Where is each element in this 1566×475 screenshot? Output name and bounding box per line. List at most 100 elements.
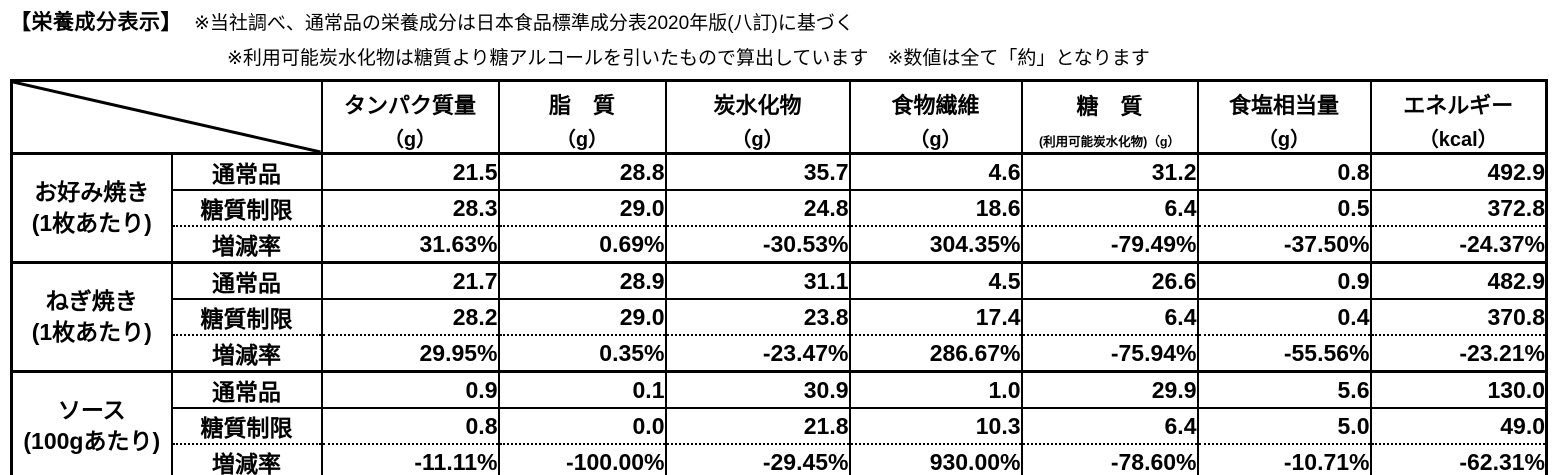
value-cell: 0.0 — [497, 407, 667, 445]
table-row: 糖質制限 28.3 29.0 24.8 18.6 6.4 0.5 372.8 — [12, 189, 1548, 227]
value-cell: 0.4 — [1196, 298, 1372, 336]
row-type-label: 通常品 — [170, 261, 323, 300]
group-name: お好み焼き — [34, 178, 150, 205]
value-cell: 29.0 — [497, 189, 667, 227]
value-cell: 17.4 — [848, 298, 1023, 336]
value-cell: 304.35% — [848, 225, 1023, 264]
value-cell: 4.5 — [848, 261, 1023, 300]
value-cell: 21.5 — [320, 152, 500, 191]
value-cell: 31.63% — [320, 225, 500, 264]
column-label: 脂 質 — [548, 93, 615, 118]
column-header-fat: 脂 質 （g） — [497, 79, 667, 155]
table-header-row: タンパク質量 （g） 脂 質 （g） 炭水化物 （g） 食物繊維 （g） 糖 質… — [10, 79, 1548, 155]
value-cell: 24.8 — [664, 189, 851, 227]
value-cell: 29.95% — [320, 334, 500, 373]
value-cell: 28.8 — [497, 152, 667, 191]
row-type-label: 増減率 — [170, 443, 323, 475]
column-unit: （g） — [909, 129, 962, 151]
group-name: ソース — [57, 396, 126, 423]
value-cell: -79.49% — [1020, 225, 1199, 264]
group-name-sub: (100gあたり) — [23, 428, 161, 454]
value-cell: 0.69% — [497, 225, 667, 264]
value-cell: 6.4 — [1020, 189, 1199, 227]
value-cell: 6.4 — [1020, 407, 1199, 445]
value-cell: -10.71% — [1196, 443, 1372, 475]
value-cell: -100.00% — [497, 443, 667, 475]
column-header-fiber: 食物繊維 （g） — [848, 79, 1023, 155]
value-cell: 130.0 — [1369, 370, 1548, 409]
table-row: ねぎ焼き (1枚あたり) 通常品 21.7 28.9 31.1 4.5 26.6… — [10, 261, 1548, 373]
value-cell: -78.60% — [1020, 443, 1199, 475]
column-label: 炭水化物 — [713, 93, 802, 118]
value-cell: 29.9 — [1020, 370, 1199, 409]
table-row: 増減率 29.95% 0.35% -23.47% 286.67% -75.94%… — [12, 334, 1548, 373]
group-label-sauce: ソース (100gあたり) — [10, 370, 173, 475]
value-cell: -37.50% — [1196, 225, 1372, 264]
value-cell: 28.2 — [320, 298, 500, 336]
header-line-1: 【栄養成分表示】 ※当社調べ、通常品の栄養成分は日本食品標準成分表2020年版(… — [10, 6, 1566, 36]
row-type-label: 糖質制限 — [170, 407, 323, 445]
value-cell: -24.37% — [1369, 225, 1548, 264]
diagonal-line — [13, 82, 321, 152]
corner-cell — [10, 79, 323, 155]
value-cell: 26.6 — [1020, 261, 1199, 300]
column-header-energy: エネルギー （kcal） — [1369, 79, 1548, 155]
value-cell: -62.31% — [1369, 443, 1548, 475]
value-cell: 23.8 — [664, 298, 851, 336]
value-cell: 30.9 — [664, 370, 851, 409]
value-cell: 0.8 — [320, 407, 500, 445]
value-cell: 0.35% — [497, 334, 667, 373]
value-cell: 492.9 — [1369, 152, 1548, 191]
column-header-protein: タンパク質量 （g） — [320, 79, 500, 155]
value-cell: -11.11% — [320, 443, 500, 475]
column-unit: （kcal） — [1418, 129, 1498, 151]
value-cell: 930.00% — [848, 443, 1023, 475]
value-cell: 370.8 — [1369, 298, 1548, 336]
column-unit: （g） — [731, 129, 784, 151]
column-header-sugar: 糖 質 (利用可能炭水化物)（g） — [1020, 79, 1199, 155]
nutrition-table: タンパク質量 （g） 脂 質 （g） 炭水化物 （g） 食物繊維 （g） 糖 質… — [10, 79, 1548, 475]
value-cell: 18.6 — [848, 189, 1023, 227]
group-label-okonomiyaki: お好み焼き (1枚あたり) — [10, 152, 173, 264]
column-unit: （g） — [1257, 129, 1311, 151]
value-cell: 286.67% — [848, 334, 1023, 373]
column-label: タンパク質量 — [343, 93, 476, 118]
value-cell: -29.45% — [664, 443, 851, 475]
page-title: 【栄養成分表示】 — [10, 11, 182, 34]
value-cell: 0.9 — [320, 370, 500, 409]
value-cell: 482.9 — [1369, 261, 1548, 300]
column-unit: (利用可能炭水化物)（g） — [1039, 135, 1180, 150]
group-label-negiyaki: ねぎ焼き (1枚あたり) — [10, 261, 173, 373]
note-line-2: ※利用可能炭水化物は糖質より糖アルコールを引いたもので算出しています ※数値は全… — [227, 48, 1150, 69]
value-cell: 29.0 — [497, 298, 667, 336]
header-line-2: ※利用可能炭水化物は糖質より糖アルコールを引いたもので算出しています ※数値は全… — [10, 43, 1566, 70]
group-name: ねぎ焼き — [45, 287, 138, 314]
value-cell: -30.53% — [664, 225, 851, 264]
value-cell: 10.3 — [848, 407, 1023, 445]
note-line-1: ※当社調べ、通常品の栄養成分は日本食品標準成分表2020年版(八訂)に基づく — [194, 13, 854, 34]
value-cell: 0.1 — [497, 370, 667, 409]
value-cell: 31.2 — [1020, 152, 1199, 191]
row-type-label: 通常品 — [170, 370, 323, 409]
column-label: 食物繊維 — [891, 93, 980, 118]
value-cell: 28.3 — [320, 189, 500, 227]
value-cell: 21.8 — [664, 407, 851, 445]
row-type-label: 増減率 — [170, 225, 323, 264]
column-unit: （g） — [555, 129, 609, 151]
group-name-sub: (1枚あたり) — [31, 210, 152, 236]
value-cell: 28.9 — [497, 261, 667, 300]
value-cell: 35.7 — [664, 152, 851, 191]
value-cell: 0.9 — [1196, 261, 1372, 300]
column-label: 糖 質 — [1076, 94, 1143, 120]
table-row: ソース (100gあたり) 通常品 0.9 0.1 30.9 1.0 29.9 … — [10, 370, 1548, 475]
table-row: 糖質制限 28.2 29.0 23.8 17.4 6.4 0.4 370.8 — [12, 298, 1548, 336]
row-type-label: 通常品 — [170, 152, 323, 191]
column-label: 食塩相当量 — [1228, 93, 1339, 118]
value-cell: -23.21% — [1369, 334, 1548, 373]
value-cell: 1.0 — [848, 370, 1023, 409]
value-cell: 0.5 — [1196, 189, 1372, 227]
value-cell: 31.1 — [664, 261, 851, 300]
row-type-label: 糖質制限 — [170, 189, 323, 227]
table-row: お好み焼き (1枚あたり) 通常品 21.5 28.8 35.7 4.6 31.… — [10, 152, 1548, 264]
